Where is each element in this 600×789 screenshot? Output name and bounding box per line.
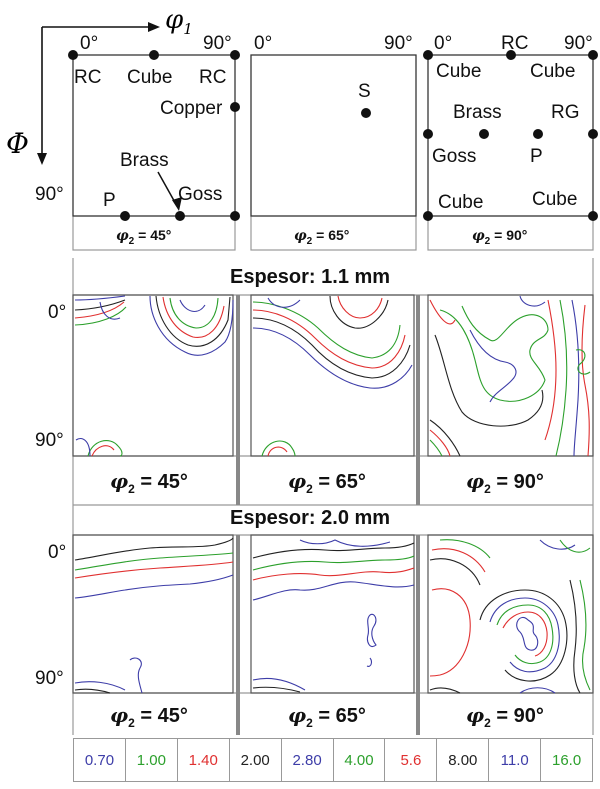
panel2-tick-left: 0° <box>254 33 272 54</box>
contour-2-2 <box>252 539 415 693</box>
panel3-tick-right: 90° <box>564 33 593 54</box>
section-2-frame <box>72 505 594 735</box>
legend-level: 1.40 <box>178 739 230 781</box>
label-cube-3c: Cube <box>438 192 483 213</box>
label-cube-3b: Cube <box>530 61 575 82</box>
legend-level: 16.0 <box>552 751 582 769</box>
label-rc-2: RC <box>199 67 226 88</box>
legend-level: 4.00 <box>334 739 386 781</box>
brass-arrow <box>157 171 182 211</box>
legend-level: 5.6 <box>385 739 438 781</box>
legend-level: 2.80 <box>282 739 334 781</box>
label-brass-1: Brass <box>120 150 169 171</box>
label-cube-3a: Cube <box>436 61 481 82</box>
panel3-points <box>423 50 598 221</box>
legend-level: 11.0 <box>489 739 542 781</box>
section-1-title: Espesor: 1.1 mm <box>230 266 390 288</box>
panel1-points <box>68 50 240 221</box>
label-rg: RG <box>551 102 580 123</box>
contour-1-2 <box>252 295 413 457</box>
legend-level: 2.00 <box>230 739 282 781</box>
label-rc-1: RC <box>74 67 101 88</box>
label-brass-3: Brass <box>453 102 502 123</box>
section-1-caption-90: φ2 = 90° <box>466 469 544 496</box>
contour-1-1 <box>74 295 234 457</box>
section-1-caption-45: φ2 = 45° <box>110 469 188 496</box>
Phi-axis-label: Φ <box>6 127 29 160</box>
section-1-caption-65: φ2 = 65° <box>288 469 366 496</box>
legend-level: 1.00 <box>126 739 178 781</box>
panel3-caption: φ2 = 90° <box>472 227 527 247</box>
contour-level-legend: 0.70 1.00 1.40 2.00 2.80 4.00 5.6 8.00 1… <box>73 738 593 782</box>
phi1-axis-label: φ1 <box>165 5 193 38</box>
label-cube-1: Cube <box>127 67 172 88</box>
contour-2-3 <box>429 539 591 694</box>
label-goss-3: Goss <box>432 146 476 167</box>
panel1-caption: φ2 = 45° <box>116 227 171 247</box>
panel1-tick-left: 0° <box>80 33 98 54</box>
contour-2-1 <box>74 537 234 694</box>
label-cube-3d: Cube <box>532 189 577 210</box>
section-2-caption-45: φ2 = 45° <box>110 703 188 730</box>
panel2-tick-right: 90° <box>384 33 413 54</box>
panel2-point-s <box>361 108 371 118</box>
label-p-1: P <box>103 190 116 211</box>
axis-arrows <box>37 22 160 165</box>
panel2-caption: φ2 = 65° <box>294 227 349 247</box>
label-copper: Copper <box>160 98 223 119</box>
legend-level: 8.00 <box>437 739 490 781</box>
section-1-tick-top: 0° <box>48 302 66 323</box>
section-2-tick-bottom: 90° <box>35 668 64 689</box>
label-p-3: P <box>530 146 543 167</box>
panel1-tick-right: 90° <box>203 33 232 54</box>
contour-1-3 <box>429 295 591 457</box>
label-rc-3: RC <box>501 33 528 54</box>
label-s: S <box>358 81 371 102</box>
section-1-tick-bottom: 90° <box>35 430 64 451</box>
panel3-tick-left: 0° <box>434 33 452 54</box>
section-2-caption-65: φ2 = 65° <box>288 703 366 730</box>
legend-level: 0.70 <box>74 739 126 781</box>
panel1-tick-bottom: 90° <box>35 184 64 205</box>
label-goss-1: Goss <box>178 184 222 205</box>
section-2-tick-top: 0° <box>48 542 66 563</box>
section-2-caption-90: φ2 = 90° <box>466 703 544 730</box>
section-2-title: Espesor: 2.0 mm <box>230 507 390 529</box>
